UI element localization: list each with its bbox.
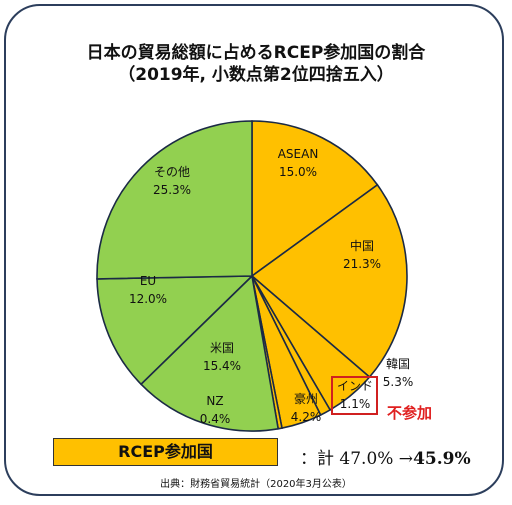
source-note: 出典：財務省貿易統計（2020年3月公表） <box>160 479 352 490</box>
pie-slice-1 <box>250 183 408 379</box>
slice-value-label-2: 5.3% <box>383 375 414 389</box>
slice-label-1: 中国 <box>350 238 374 253</box>
slice-value-label-8: 25.3% <box>153 183 191 197</box>
legend-total: ：計 47.0% →45.9% <box>300 444 471 469</box>
slice-label-0: ASEAN <box>278 147 319 161</box>
slice-value-label-0: 15.0% <box>279 165 317 179</box>
legend-rcep-box: RCEP参加国 <box>53 438 278 466</box>
legend-total-value: 45.9% <box>413 449 471 469</box>
legend-total-prefix: ：計 47.0% → <box>300 449 414 469</box>
slice-value-label-6: 15.4% <box>203 359 241 373</box>
slice-label-2: 韓国 <box>386 357 410 371</box>
slice-label-5: NZ <box>206 394 223 408</box>
slice-label-6: 米国 <box>210 341 234 355</box>
slice-value-label-1: 21.3% <box>343 257 381 271</box>
slice-label-3: インド <box>337 379 373 393</box>
pie-slice-0 <box>251 120 379 278</box>
pie-slice-7 <box>96 275 255 386</box>
slice-label-4: 豪州 <box>294 391 318 406</box>
chart-title: 日本の貿易総額に占めるRCEP参加国の割合 <box>86 43 426 63</box>
slice-value-label-4: 4.2% <box>291 410 322 424</box>
india-not-participating-note: 不参加 <box>387 404 433 422</box>
slice-label-7: EU <box>140 274 156 288</box>
pie-slice-6 <box>139 274 280 432</box>
slice-value-label-7: 12.0% <box>129 292 167 306</box>
slice-label-8: その他 <box>154 165 190 179</box>
slice-value-label-3: 1.1% <box>340 397 371 411</box>
pie-slice-8 <box>96 120 253 280</box>
india-highlight-box <box>331 376 378 415</box>
rounded-frame <box>4 4 504 496</box>
chart-subtitle: （2019年, 小数点第2位四捨五入） <box>118 65 394 85</box>
slice-value-label-5: 0.4% <box>200 412 231 426</box>
